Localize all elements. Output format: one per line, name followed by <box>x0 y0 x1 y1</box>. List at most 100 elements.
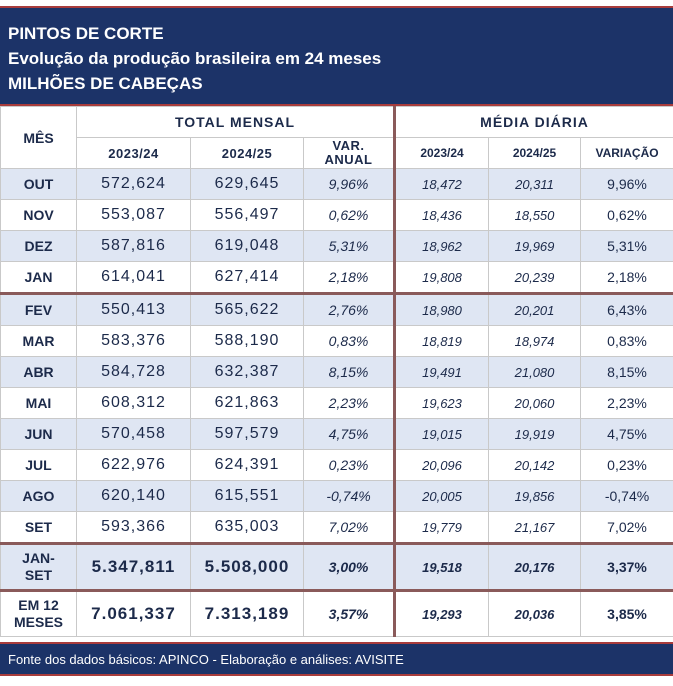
month-column-header: MÊS <box>0 106 77 169</box>
daily-variation-cell: 0,62% <box>580 199 673 231</box>
daily-average-header: MÉDIA DIÁRIA <box>393 106 673 138</box>
total-2023-24-cell: 622,976 <box>76 449 191 481</box>
annual-variation-cell: 8,15% <box>302 356 396 388</box>
column-header-row: 2023/24 2024/25 VAR. ANUAL 2023/24 2024/… <box>1 137 673 169</box>
daily-2024-25-cell: 18,974 <box>488 325 582 357</box>
daily-2024-25-cell: 19,919 <box>488 418 582 450</box>
total-2024-25-cell: 635,003 <box>190 511 304 544</box>
summary-label-line1: JAN- <box>22 550 55 566</box>
month-cell: MAI <box>0 387 77 419</box>
total-2023-24-cell: 550,413 <box>76 292 191 326</box>
total-2024-25-cell: 632,387 <box>190 356 304 388</box>
annual-variation-header: VAR. ANUAL <box>302 137 396 169</box>
annual-variation-cell: -0,74% <box>302 480 396 512</box>
summary-row-12-months: EM 12 MESES 7.061,337 7.313,189 3,57% 19,293 2… <box>0 589 673 637</box>
source-note: Fonte dos dados básicos: APINCO - Elabor… <box>8 652 404 667</box>
summary-label-line2: MESES <box>13 614 63 630</box>
table-row: DEZ 587,816 619,048 5,31% 18,962 19,969 5,31% <box>0 230 673 262</box>
annual-variation-cell: 0,62% <box>302 199 396 231</box>
summary-label-line1: EM 12 <box>18 597 59 613</box>
daily-2024-25-cell: 20,060 <box>488 387 582 419</box>
daily-2023-24-cell: 19,779 <box>393 511 490 544</box>
month-cell: ABR <box>0 356 77 388</box>
annual-variation-cell: 5,31% <box>302 230 396 262</box>
daily-2023-24-cell: 18,962 <box>393 230 490 262</box>
month-cell: OUT <box>0 168 77 200</box>
total-2024-25-cell: 565,622 <box>190 292 304 326</box>
summary-total-2024-25-cell: 7.313,189 <box>190 589 304 637</box>
table-title: PINTOS DE CORTE <box>8 24 164 43</box>
summary-label-cell: JAN- SET <box>0 542 77 591</box>
annual-variation-cell: 2,76% <box>302 292 396 326</box>
annual-variation-cell: 7,02% <box>302 511 396 544</box>
summary-daily-2024-25-cell: 20,176 <box>488 542 582 591</box>
daily-2024-25-cell: 20,142 <box>488 449 582 481</box>
annual-variation-cell: 9,96% <box>302 168 396 200</box>
total-2023-24-cell: 584,728 <box>76 356 191 388</box>
table-row: JAN 614,041 627,414 2,18% 19,808 20,239 2,18% <box>0 261 673 294</box>
table-row: JUN 570,458 597,579 4,75% 19,015 19,919 4,75% <box>0 418 673 450</box>
total-2024-25-cell: 619,048 <box>190 230 304 262</box>
table-row: FEV 550,413 565,622 2,76% 18,980 20,201 6,43% <box>0 292 673 326</box>
daily-2024-25-cell: 21,167 <box>488 511 582 544</box>
daily-variation-cell: -0,74% <box>580 480 673 512</box>
production-table: MÊS TOTAL MENSAL MÉDIA DIÁRIA 2023/24 20… <box>0 106 673 637</box>
daily-variation-cell: 4,75% <box>580 418 673 450</box>
annual-variation-cell: 2,23% <box>302 387 396 419</box>
total-2023-24-cell: 587,816 <box>76 230 191 262</box>
monthly-total-header: TOTAL MENSAL <box>75 106 396 138</box>
daily-2023-24-cell: 18,980 <box>393 292 490 326</box>
table-row: NOV 553,087 556,497 0,62% 18,436 18,550 0,62% <box>0 199 673 231</box>
group-header-row: MÊS TOTAL MENSAL MÉDIA DIÁRIA <box>0 106 673 169</box>
year2-header: 2024/25 <box>190 137 304 169</box>
month-cell: FEV <box>0 292 77 326</box>
source-footer: Fonte dos dados básicos: APINCO - Elabor… <box>0 642 673 676</box>
daily-2024-25-cell: 20,239 <box>488 261 582 294</box>
total-2024-25-cell: 556,497 <box>190 199 304 231</box>
total-2023-24-cell: 614,041 <box>76 261 191 294</box>
total-2023-24-cell: 553,087 <box>76 199 191 231</box>
table-row: JUL 622,976 624,391 0,23% 20,096 20,142 0,23% <box>0 449 673 481</box>
daily-variation-cell: 7,02% <box>580 511 673 544</box>
daily-2023-24-cell: 19,623 <box>393 387 490 419</box>
daily-variation-cell: 6,43% <box>580 292 673 326</box>
daily-2024-25-cell: 20,201 <box>488 292 582 326</box>
annual-variation-cell: 2,18% <box>302 261 396 294</box>
table-row: ABR 584,728 632,387 8,15% 19,491 21,080 8,15% <box>0 356 673 388</box>
month-cell: JUN <box>0 418 77 450</box>
month-cell: JUL <box>0 449 77 481</box>
total-2023-24-cell: 570,458 <box>76 418 191 450</box>
month-cell: AGO <box>0 480 77 512</box>
table-row: SET 593,366 635,003 7,02% 19,779 21,167 7,02% <box>0 511 673 544</box>
daily-2024-25-cell: 18,550 <box>488 199 582 231</box>
summary-label-cell: EM 12 MESES <box>0 589 77 637</box>
daily-year2-header: 2024/25 <box>488 137 582 169</box>
total-2024-25-cell: 615,551 <box>190 480 304 512</box>
table-subtitle: Evolução da produção brasileira em 24 me… <box>8 49 382 68</box>
daily-variation-header: VARIAÇÃO <box>580 137 673 169</box>
daily-2024-25-cell: 19,969 <box>488 230 582 262</box>
year1-header: 2023/24 <box>76 137 191 169</box>
daily-2024-25-cell: 20,311 <box>488 168 582 200</box>
month-cell: MAR <box>0 325 77 357</box>
daily-year1-header: 2023/24 <box>393 137 490 169</box>
summary-daily-2023-24-cell: 19,518 <box>393 542 490 591</box>
month-cell: JAN <box>0 261 77 294</box>
annual-variation-cell: 0,83% <box>302 325 396 357</box>
total-2024-25-cell: 588,190 <box>190 325 304 357</box>
summary-daily-variation-cell: 3,85% <box>580 589 673 637</box>
daily-2023-24-cell: 19,808 <box>393 261 490 294</box>
summary-total-2023-24-cell: 7.061,337 <box>76 589 191 637</box>
summary-label-line2: SET <box>24 567 53 583</box>
daily-2023-24-cell: 19,491 <box>393 356 490 388</box>
daily-variation-cell: 9,96% <box>580 168 673 200</box>
summary-row-jan-set: JAN- SET 5.347,811 5.508,000 3,00% 19,518 20,1… <box>0 542 673 591</box>
total-2024-25-cell: 621,863 <box>190 387 304 419</box>
total-2024-25-cell: 624,391 <box>190 449 304 481</box>
daily-2023-24-cell: 20,005 <box>393 480 490 512</box>
daily-variation-cell: 2,23% <box>580 387 673 419</box>
daily-variation-cell: 8,15% <box>580 356 673 388</box>
daily-2023-24-cell: 18,472 <box>393 168 490 200</box>
annual-variation-cell: 0,23% <box>302 449 396 481</box>
